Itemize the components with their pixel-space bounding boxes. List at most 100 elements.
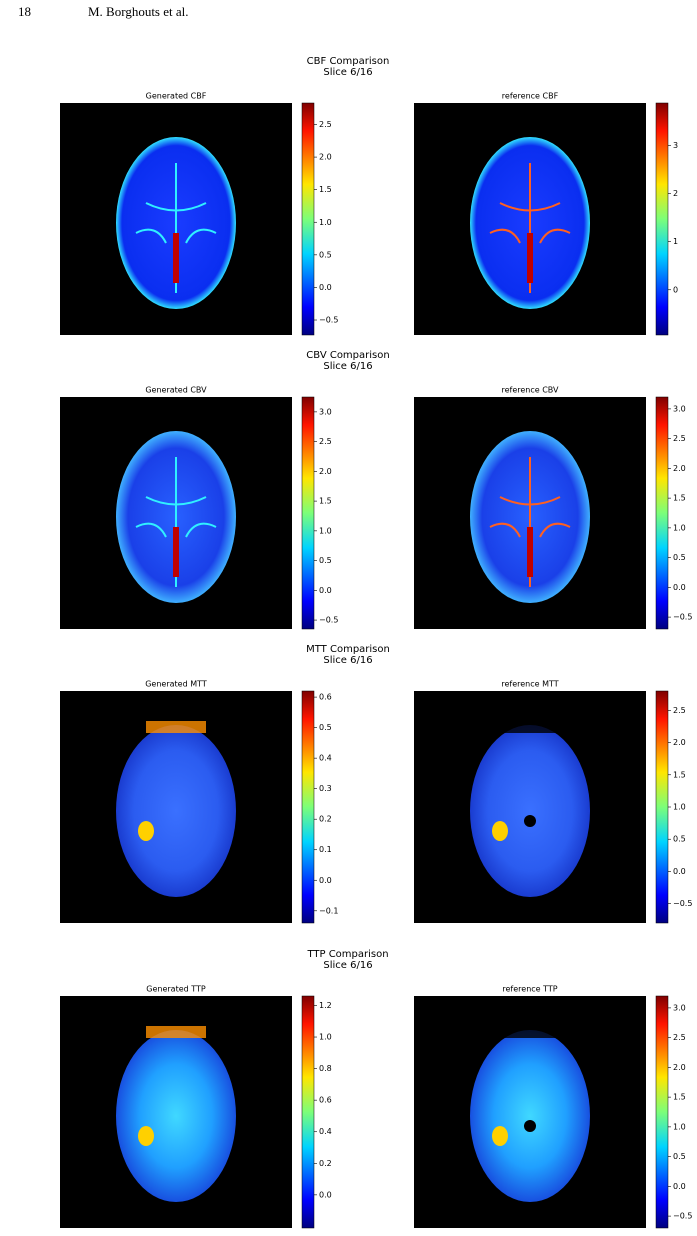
hotspot [138,821,154,841]
figure-subtitle: Slice 6/16 [323,361,372,372]
colorbar-tick-label: 2.0 [319,153,332,162]
panel-title: Generated MTT [145,680,207,689]
colorbar-tick-label: 0.2 [319,815,332,824]
colorbar-tick-label: 3.0 [673,404,686,413]
colorbar-tick-label: 0.8 [319,1064,332,1073]
brain-vessels [489,457,571,587]
colorbar-tick-label: 0.6 [319,1096,332,1105]
colorbar-tick-label: 1.0 [673,1122,686,1131]
colorbar-tick-label: 0.5 [319,723,332,732]
colorbar [655,995,669,1229]
colorbar-tick-label: 0.0 [319,1190,332,1199]
colorbar-tick-label: 2.5 [673,706,686,715]
colorbar-tick-label: 2.5 [673,434,686,443]
brain-midline [173,527,179,577]
colorbar-tick-label: 2 [673,189,678,198]
figure-subtitle: Slice 6/16 [323,960,372,971]
colorbar-tick-label: 1.5 [673,1093,686,1102]
hotspot [492,821,508,841]
colorbar-tick-label: 0.2 [319,1159,332,1168]
colorbar-tick-label: 1.2 [319,1001,332,1010]
panel-title: Generated CBV [145,386,207,395]
colorbar-tick-label: −0.5 [673,613,692,622]
colorbar-tick-label: 3.0 [319,407,332,416]
brain-slice [116,725,236,897]
colorbar-tick-label: 0.5 [673,553,686,562]
colorbar-tick-label: 2.5 [319,120,332,129]
colorbar [301,396,315,630]
page-number: 18 [18,4,31,19]
colorbar-tick-label: 2.0 [673,738,686,747]
ventricle [524,815,536,827]
brain-slice [470,725,590,897]
colorbar-tick-label: 2.5 [673,1033,686,1042]
colorbar [655,396,669,630]
colorbar [301,690,315,924]
colorbar-tick-label: 0.1 [319,845,332,854]
panel-title: reference CBV [501,386,559,395]
colorbar-tick-label: 2.5 [319,437,332,446]
hotspot [138,1126,154,1146]
brain-vessels [135,457,217,587]
colorbar-tick-label: 2.0 [319,467,332,476]
colorbar-tick-label: −0.5 [673,1212,692,1221]
colorbar-tick-label: 2.0 [673,1063,686,1072]
colorbar-tick-label: 1.0 [319,526,332,535]
figure-title: MTT Comparison [306,644,390,655]
figure-title: TTP Comparison [306,949,388,960]
brain-midline [527,233,533,283]
colorbar-tick-label: 1.0 [319,1033,332,1042]
brain-midline [173,233,179,283]
colorbar-tick-label: 1.0 [673,803,686,812]
colorbar-tick-label: 1.5 [319,185,332,194]
colorbar [655,102,669,336]
colorbar-tick-label: −0.5 [673,899,692,908]
figure-subtitle: Slice 6/16 [323,67,372,78]
brain-midline [527,527,533,577]
colorbar-tick-label: 0.0 [673,1182,686,1191]
colorbar-tick-label: 0 [673,285,678,294]
colorbar-tick-label: 0.5 [319,556,332,565]
running-head: M. Borghouts et al. [88,4,189,19]
colorbar-tick-label: 0.6 [319,693,332,702]
colorbar [301,102,315,336]
panel-title: reference MTT [501,680,558,689]
frontal-artifact [146,1026,206,1038]
colorbar-tick-label: 0.5 [673,1152,686,1161]
colorbar-tick-label: −0.5 [319,616,338,625]
figure-title: CBV Comparison [306,350,389,361]
colorbar-tick-label: 0.0 [673,583,686,592]
colorbar-tick-label: 1 [673,237,678,246]
figure-subtitle: Slice 6/16 [323,655,372,666]
panel-title: reference TTP [502,985,557,994]
colorbar-tick-label: 0.5 [673,835,686,844]
brain-vessels [489,163,571,293]
frontal-artifact [500,1026,560,1038]
colorbar-tick-label: 0.4 [319,1127,332,1136]
colorbar-tick-label: 0.0 [319,586,332,595]
frontal-artifact [146,721,206,733]
brain-slice [116,1030,236,1202]
ventricle [524,1120,536,1132]
colorbar-tick-label: 0.0 [319,283,332,292]
colorbar-tick-label: 2.0 [673,464,686,473]
colorbar-tick-label: 0.0 [319,876,332,885]
colorbar-tick-label: 0.4 [319,754,332,763]
colorbar [655,690,669,924]
colorbar [301,995,315,1229]
colorbar-tick-label: 0.5 [319,250,332,259]
colorbar-tick-label: 0.0 [673,867,686,876]
colorbar-tick-label: −0.1 [319,906,338,915]
figure-title: CBF Comparison [307,56,390,67]
colorbar-tick-label: 1.5 [319,497,332,506]
colorbar-tick-label: 3.0 [673,1003,686,1012]
colorbar-tick-label: −0.5 [319,316,338,325]
colorbar-tick-label: 1.5 [673,494,686,503]
frontal-artifact [500,721,560,733]
hotspot [492,1126,508,1146]
colorbar-tick-label: 1.0 [319,218,332,227]
panel-title: reference CBF [502,92,559,101]
brain-slice [470,1030,590,1202]
